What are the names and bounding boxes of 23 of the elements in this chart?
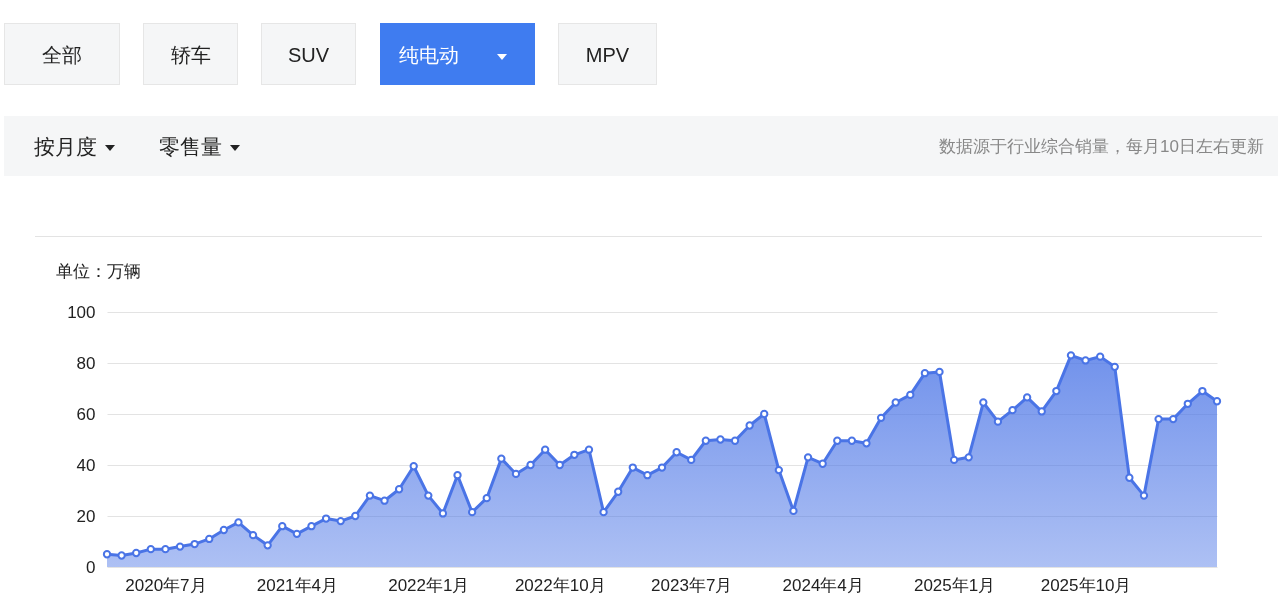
x-tick-label: 2020年7月 <box>125 575 207 595</box>
text: 全部 <box>42 44 82 66</box>
y-tick-label: 20 <box>76 506 96 526</box>
y-tick-label: 0 <box>86 557 96 577</box>
x-tick-label: 2025年10月 <box>1040 575 1132 595</box>
x-tick-label: 2021年4月 <box>256 575 339 595</box>
y-tick-label: 40 <box>76 455 96 475</box>
text: SUV <box>287 44 330 66</box>
text: 轿车 <box>170 44 211 66</box>
x-tick-label: 2022年10月 <box>514 575 606 595</box>
x-tick-label: 2023年7月 <box>651 575 733 595</box>
x-tick-label: 2022年1月 <box>388 575 470 595</box>
text: 按月度 <box>34 135 97 158</box>
y-tick-label: 60 <box>76 404 96 424</box>
x-tick-label: 2025年1月 <box>913 575 996 595</box>
text: MPV <box>585 44 630 66</box>
text: 零售量 <box>159 135 222 158</box>
y-tick-label: 80 <box>76 353 96 373</box>
y-tick-label: 100 <box>67 302 96 322</box>
text: 数据源于行业综合销量，每月10日左右更新 <box>939 137 1264 156</box>
y-axis-title: 单位：万辆 <box>55 261 141 281</box>
x-tick-label: 2024年4月 <box>782 575 864 595</box>
text: 纯电动 <box>399 44 459 66</box>
